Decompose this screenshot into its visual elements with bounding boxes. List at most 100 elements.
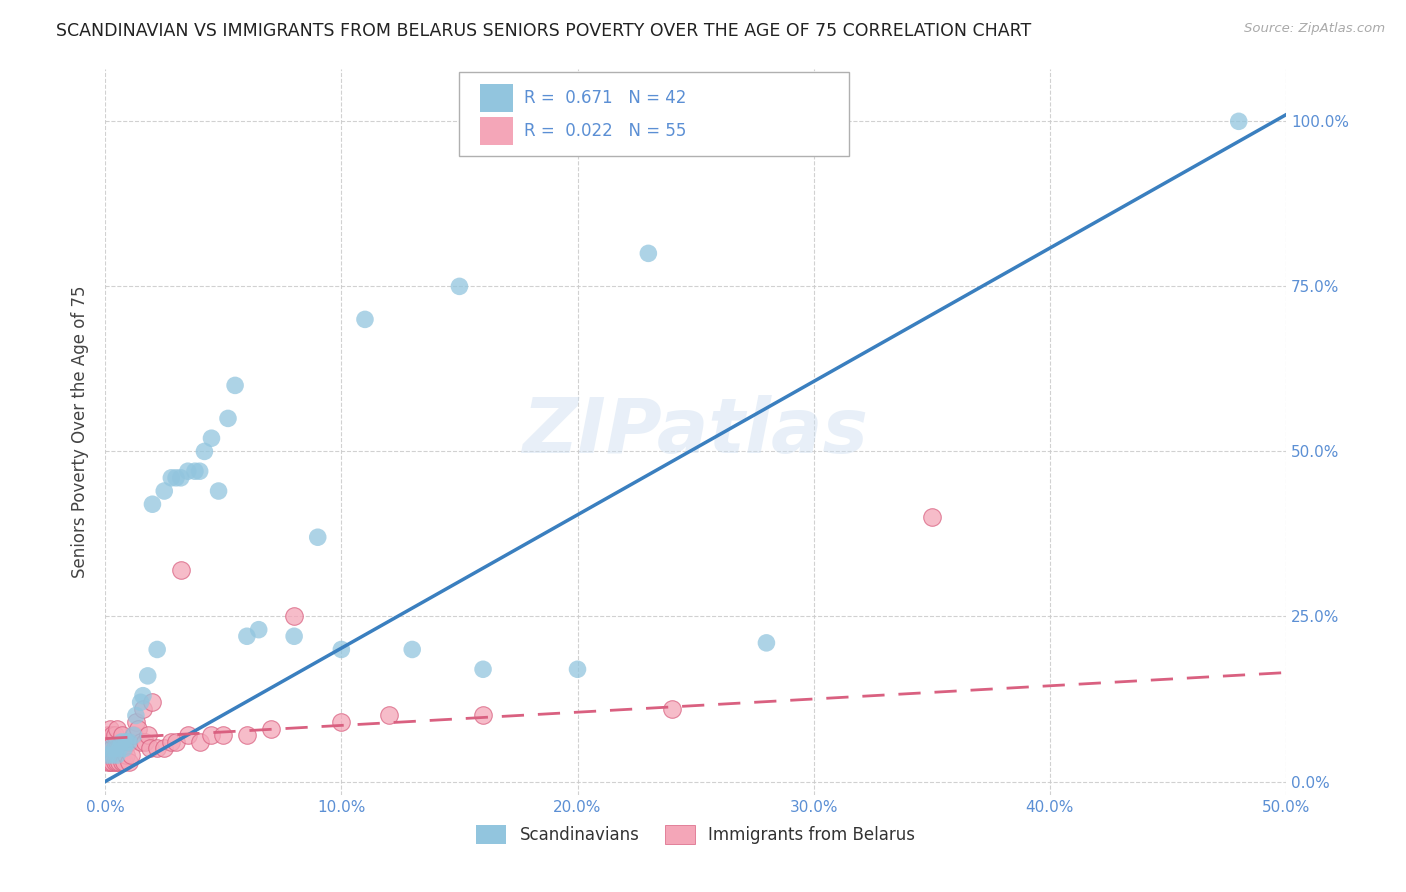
Text: ZIPatlas: ZIPatlas [523,394,869,468]
Point [112,741,135,756]
Point [94,748,117,763]
Point [122,728,145,742]
Point [94,735,117,749]
Point [755,636,778,650]
Point [104,741,127,756]
Point [112,755,135,769]
Point [449,279,471,293]
Legend: Scandinavians, Immigrants from Belarus: Scandinavians, Immigrants from Belarus [477,825,915,845]
Point [105,722,128,736]
Point [108,741,131,756]
Point [160,735,183,749]
Point [98,735,121,749]
Point [118,735,141,749]
Point [567,662,589,676]
Point [98,748,121,763]
FancyBboxPatch shape [460,72,849,156]
Point [330,642,353,657]
Y-axis label: Seniors Poverty Over the Age of 75: Seniors Poverty Over the Age of 75 [72,285,89,578]
Point [188,735,211,749]
Point [139,741,162,756]
Point [472,662,495,676]
Point [118,755,141,769]
Point [136,669,159,683]
Point [98,741,121,756]
Point [200,728,222,742]
Point [141,497,163,511]
Text: R =  0.671   N = 42: R = 0.671 N = 42 [524,89,686,107]
Point [129,735,152,749]
Point [200,431,222,445]
Point [132,702,155,716]
Point [98,722,121,736]
Point [354,312,377,326]
Point [104,728,127,742]
Point [118,735,141,749]
Point [101,748,124,763]
Point [111,735,134,749]
Point [259,722,281,736]
Point [165,471,187,485]
Point [111,741,134,756]
Point [134,735,156,749]
Point [160,471,183,485]
Point [112,741,135,756]
Point [141,695,163,709]
Point [127,722,149,736]
Point [97,741,120,756]
Point [111,728,134,742]
Point [101,755,124,769]
Point [115,735,138,749]
Point [105,748,128,763]
Point [307,530,329,544]
Point [283,609,305,624]
Point [177,464,200,478]
Point [97,748,120,763]
Point [188,464,211,478]
Point [1227,114,1250,128]
Point [108,755,131,769]
Point [921,510,943,524]
Point [115,748,138,763]
Point [105,741,128,756]
Point [377,708,399,723]
Point [136,728,159,742]
Point [125,708,148,723]
Point [217,411,239,425]
Point [101,728,124,742]
Point [661,702,683,716]
Point [132,689,155,703]
Point [97,755,120,769]
Point [165,735,187,749]
Point [111,755,134,769]
Point [236,629,259,643]
Point [224,378,246,392]
Point [170,471,193,485]
Point [125,715,148,730]
Point [101,741,124,756]
Point [236,728,259,742]
Point [129,695,152,709]
Point [97,728,120,742]
Point [177,728,200,742]
Point [153,741,176,756]
Point [104,741,127,756]
Point [146,741,169,756]
Point [104,755,127,769]
Text: SCANDINAVIAN VS IMMIGRANTS FROM BELARUS SENIORS POVERTY OVER THE AGE OF 75 CORRE: SCANDINAVIAN VS IMMIGRANTS FROM BELARUS … [56,22,1032,40]
Point [122,728,145,742]
Point [472,708,495,723]
Point [207,483,229,498]
Point [247,623,270,637]
Point [98,755,121,769]
Text: R =  0.022   N = 55: R = 0.022 N = 55 [524,122,686,140]
Point [283,629,305,643]
Point [105,755,128,769]
FancyBboxPatch shape [479,85,513,112]
Text: Source: ZipAtlas.com: Source: ZipAtlas.com [1244,22,1385,36]
Point [120,748,142,763]
Point [401,642,423,657]
Point [193,444,215,458]
Point [212,728,235,742]
Point [153,483,176,498]
